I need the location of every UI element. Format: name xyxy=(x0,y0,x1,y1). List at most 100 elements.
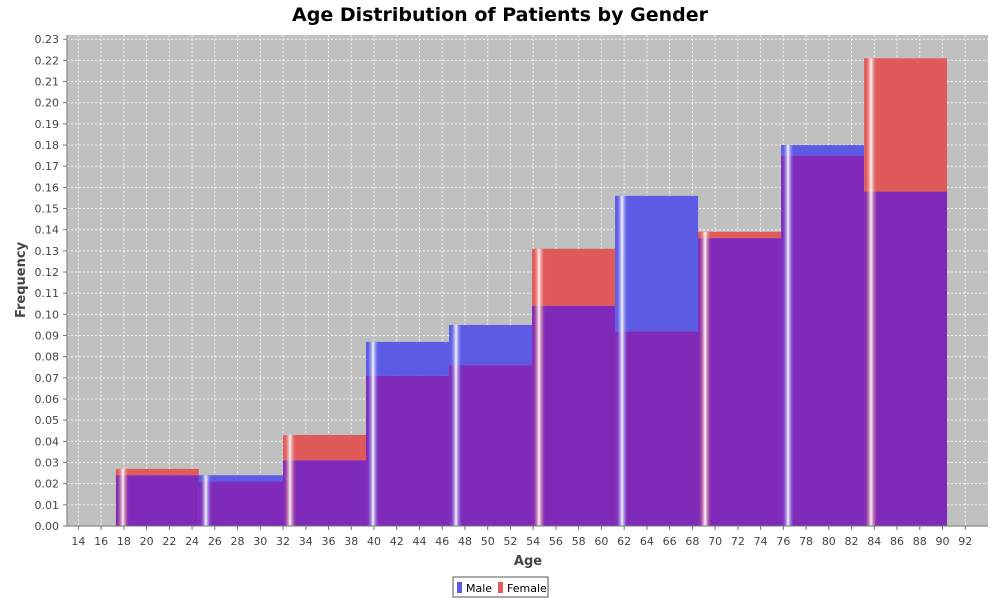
y-tick-labels: 0.00 0.01 0.02 0.03 0.04 0.05 0.06 0.07 0.08 0.09… xyxy=(35,33,60,533)
y-tick-label: 0.01 xyxy=(35,499,60,512)
x-tick-label: 86 xyxy=(890,535,904,548)
overlap-bar xyxy=(532,305,616,526)
male-bar-excess xyxy=(366,341,450,376)
y-axis-label: Frequency xyxy=(14,241,29,318)
x-tick-label: 74 xyxy=(754,535,768,548)
female-bar-excess xyxy=(532,248,616,306)
x-tick-label: 42 xyxy=(390,535,404,548)
female-bar-excess xyxy=(283,434,367,461)
overlap-bar xyxy=(198,481,284,526)
bar-highlight xyxy=(616,195,629,526)
y-tick-label: 0.23 xyxy=(35,33,60,46)
y-tick-label: 0.13 xyxy=(35,245,60,258)
bar-highlight xyxy=(699,231,712,526)
x-tick-label: 38 xyxy=(344,535,358,548)
overlap-bar xyxy=(115,475,199,526)
x-tick-label: 92 xyxy=(958,535,972,548)
overlap-bar xyxy=(366,375,450,526)
legend: Male Female xyxy=(452,576,549,598)
y-tick-label: 0.05 xyxy=(35,414,60,427)
y-tick-label: 0.16 xyxy=(35,181,60,194)
overlap-bar xyxy=(283,460,367,526)
bar-highlight xyxy=(865,58,878,526)
bar-highlight xyxy=(199,475,212,526)
bar-highlight xyxy=(284,434,297,526)
x-tick-label: 64 xyxy=(640,535,654,548)
x-tick-labels: 14 16 18 20 22 24 26 28 30 32 34 36 38 40 42 44 46 48 50 52… xyxy=(71,535,972,548)
x-tick-label: 28 xyxy=(231,535,245,548)
female-bar-excess xyxy=(864,58,948,192)
bar-highlight xyxy=(450,324,463,526)
y-tick-label: 0.11 xyxy=(35,287,60,300)
x-tick-label: 90 xyxy=(936,535,950,548)
x-tick-label: 36 xyxy=(322,535,336,548)
x-tick-label: 48 xyxy=(458,535,472,548)
x-tick-label: 54 xyxy=(526,535,540,548)
bars-layer xyxy=(115,58,948,527)
y-tick-label: 0.22 xyxy=(35,54,60,67)
y-tick-label: 0.07 xyxy=(35,372,60,385)
y-tick-label: 0.09 xyxy=(35,330,60,343)
y-tick-label: 0.03 xyxy=(35,457,60,470)
male-bar-excess xyxy=(615,195,699,332)
axes xyxy=(63,35,988,530)
y-tick-label: 0.02 xyxy=(35,478,60,491)
x-tick-label: 78 xyxy=(799,535,813,548)
y-tick-label: 0.20 xyxy=(35,97,60,110)
x-tick-label: 34 xyxy=(299,535,313,548)
x-tick-label: 22 xyxy=(162,535,176,548)
bar-highlight xyxy=(782,145,795,526)
y-tick-label: 0.08 xyxy=(35,351,60,364)
x-tick-label: 32 xyxy=(276,535,290,548)
female-bar-excess xyxy=(115,468,199,476)
overlap-bar xyxy=(698,238,782,526)
legend-label-female: Female xyxy=(507,582,547,595)
x-tick-label: 76 xyxy=(776,535,790,548)
y-tick-label: 0.06 xyxy=(35,393,60,406)
x-tick-label: 24 xyxy=(185,535,199,548)
x-tick-label: 30 xyxy=(253,535,267,548)
bar-highlight xyxy=(367,341,380,526)
x-tick-label: 62 xyxy=(617,535,631,548)
x-tick-label: 60 xyxy=(594,535,608,548)
x-tick-label: 68 xyxy=(685,535,699,548)
x-tick-label: 56 xyxy=(549,535,563,548)
x-tick-label: 82 xyxy=(845,535,859,548)
y-tick-label: 0.12 xyxy=(35,266,60,279)
x-tick-label: 66 xyxy=(663,535,677,548)
x-tick-label: 18 xyxy=(117,535,131,548)
y-tick-label: 0.21 xyxy=(35,76,60,89)
overlap-bar xyxy=(449,365,533,526)
chart-title: Age Distribution of Patients by Gender xyxy=(292,4,709,26)
legend-label-male: Male xyxy=(466,582,492,595)
x-tick-label: 88 xyxy=(913,535,927,548)
legend-swatch-male xyxy=(457,582,462,593)
x-tick-label: 14 xyxy=(71,535,85,548)
x-tick-label: 46 xyxy=(435,535,449,548)
legend-swatch-female xyxy=(498,582,503,593)
x-tick-label: 84 xyxy=(867,535,881,548)
y-tick-label: 0.14 xyxy=(35,224,60,237)
y-tick-label: 0.10 xyxy=(35,308,60,321)
x-tick-label: 50 xyxy=(481,535,495,548)
x-tick-label: 72 xyxy=(731,535,745,548)
female-bar-excess xyxy=(698,231,782,239)
bar-highlight xyxy=(116,468,129,526)
male-bar-excess xyxy=(781,145,865,156)
overlap-bar xyxy=(864,191,948,527)
x-tick-label: 40 xyxy=(367,535,381,548)
x-tick-label: 26 xyxy=(208,535,222,548)
y-tick-label: 0.00 xyxy=(35,520,60,533)
overlap-bar xyxy=(781,155,865,527)
male-bar-excess xyxy=(449,324,533,366)
x-tick-label: 44 xyxy=(412,535,426,548)
y-tick-label: 0.15 xyxy=(35,203,60,216)
x-tick-label: 16 xyxy=(94,535,108,548)
y-tick-label: 0.18 xyxy=(35,139,60,152)
male-bar-excess xyxy=(198,475,284,482)
y-tick-label: 0.17 xyxy=(35,160,60,173)
x-tick-label: 58 xyxy=(572,535,586,548)
x-tick-label: 80 xyxy=(822,535,836,548)
x-axis-label: Age xyxy=(514,554,542,569)
